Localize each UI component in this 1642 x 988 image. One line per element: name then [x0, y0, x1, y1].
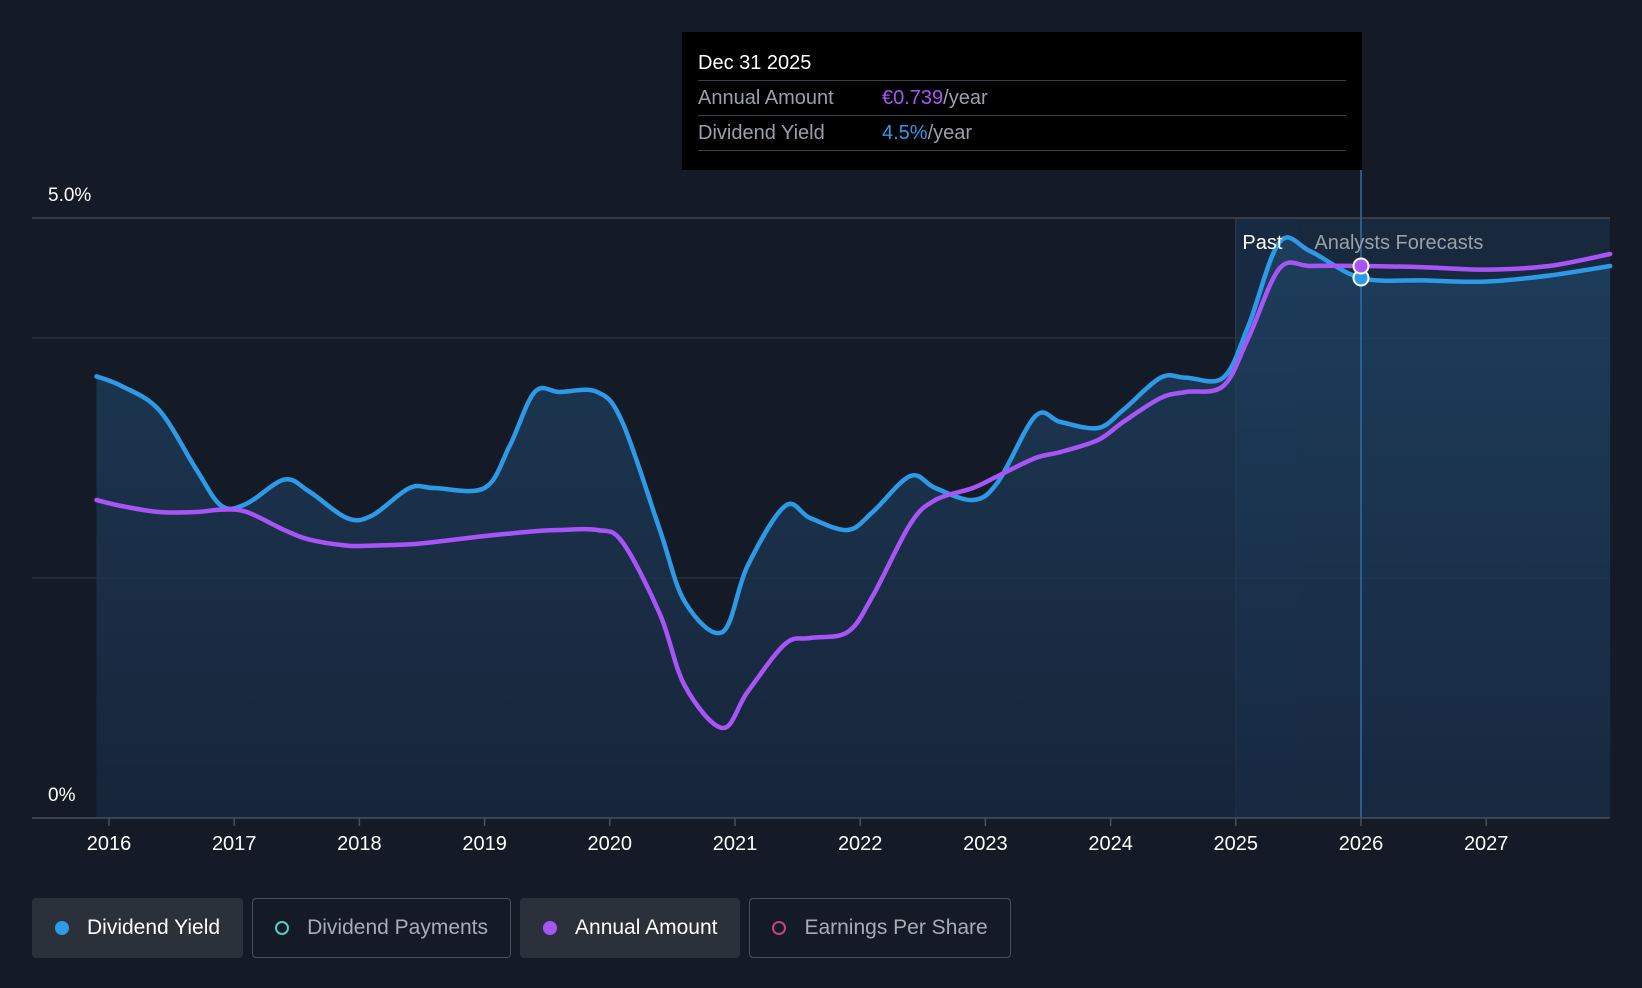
legend-annual-amount-marker [543, 921, 558, 935]
legend-dividend-payments[interactable]: Dividend Payments [252, 898, 512, 958]
x-tick-label: 2017 [212, 833, 257, 855]
x-tick-label: 2018 [337, 833, 382, 855]
legend-earnings-per-share-marker [772, 921, 787, 935]
x-tick-label: 2026 [1339, 833, 1384, 855]
x-tick-label: 2025 [1214, 833, 1259, 855]
annual-amount-marker [1352, 257, 1370, 275]
tooltip-dividend-yield-unit: /year [927, 122, 973, 144]
legend-annual-amount-label: Annual Amount [575, 916, 718, 939]
legend-dividend-yield-label: Dividend Yield [87, 916, 221, 939]
x-tick-label: 2020 [588, 833, 633, 855]
tooltip-dividend-yield-row: Dividend Yield 4.5%/year [698, 116, 1346, 151]
x-tick-label: 2016 [87, 833, 132, 855]
dividend-yield-area [96, 237, 1611, 819]
tooltip-annual-amount-unit: /year [943, 87, 988, 109]
tooltip-date: Dec 31 2025 [698, 48, 1346, 81]
chart-tooltip: Dec 31 2025 Annual Amount €0.739/year Di… [682, 32, 1362, 170]
y-tick-label-bottom: 0% [48, 785, 76, 806]
forecast-region-label: Analysts Forecasts [1314, 232, 1483, 254]
x-tick-label: 2019 [462, 833, 507, 855]
tooltip-annual-amount-row: Annual Amount €0.739/year [698, 81, 1346, 116]
tooltip-annual-amount-value: €0.739 [882, 87, 944, 109]
tooltip-dividend-yield-value: 4.5% [882, 122, 928, 144]
legend-dividend-yield[interactable]: Dividend Yield [32, 898, 244, 958]
legend-dividend-payments-marker [275, 921, 290, 935]
legend-dividend-payments-label: Dividend Payments [307, 916, 489, 939]
chart-legend: Dividend Yield Dividend Payments Annual … [32, 898, 1011, 958]
tooltip-dividend-yield-label: Dividend Yield [698, 122, 825, 144]
past-region-label: Past [1242, 232, 1282, 254]
tooltip-annual-amount-label: Annual Amount [698, 87, 834, 109]
legend-dividend-yield-marker [55, 921, 69, 935]
y-tick-label-top: 5.0% [48, 185, 91, 206]
legend-annual-amount[interactable]: Annual Amount [520, 898, 741, 958]
x-tick-label: 2023 [963, 833, 1008, 855]
annual-amount-line [94, 251, 1613, 731]
legend-earnings-per-share-label: Earnings Per Share [804, 916, 988, 939]
x-tick-label: 2021 [713, 833, 758, 855]
x-tick-label: 2022 [838, 833, 883, 855]
legend-earnings-per-share[interactable]: Earnings Per Share [749, 898, 1011, 958]
x-tick-label: 2027 [1464, 833, 1509, 855]
x-tick-label: 2024 [1088, 833, 1133, 855]
dividend-yield-line [94, 235, 1613, 636]
